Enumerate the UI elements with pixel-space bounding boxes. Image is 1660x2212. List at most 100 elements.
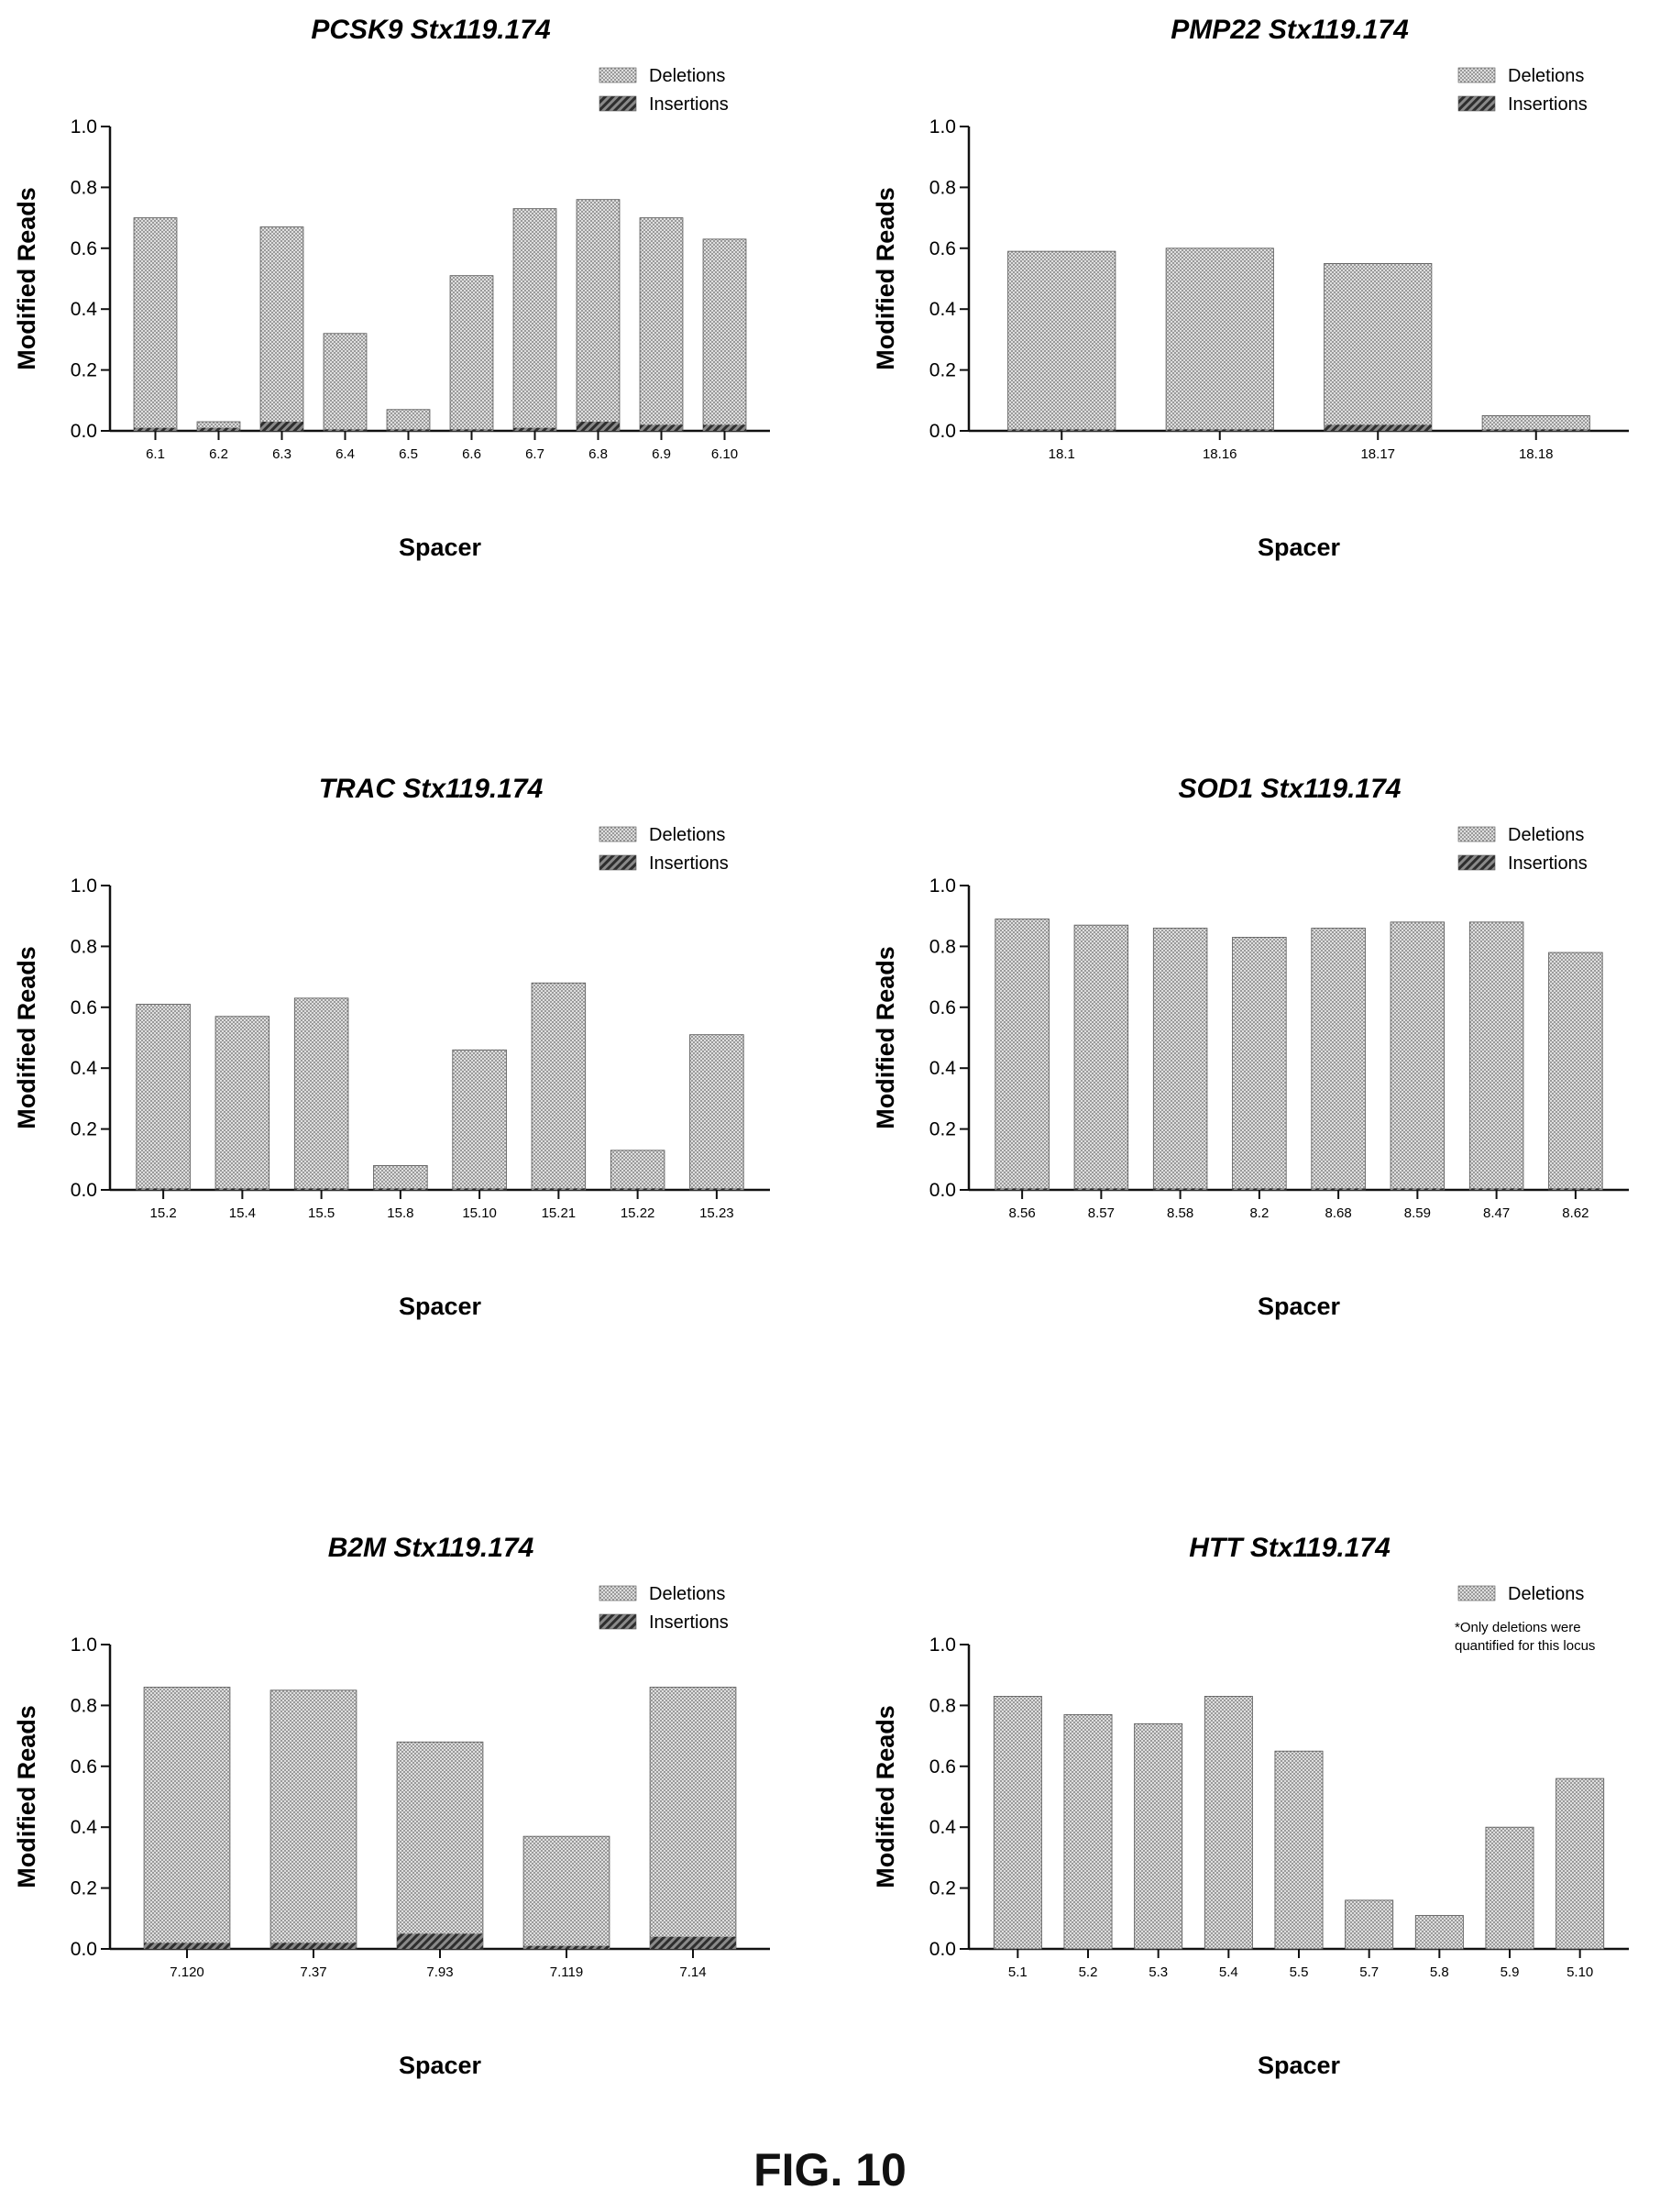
bar-insertions-8-47 <box>1469 1188 1523 1190</box>
y-tick-label: 0.6 <box>929 238 956 259</box>
x-tick-label: 5.3 <box>1149 1964 1168 1980</box>
x-tick-label: 15.23 <box>699 1205 734 1221</box>
figure-caption: FIG. 10 <box>753 2144 907 2195</box>
legend-label-deletions: Deletions <box>1508 1584 1584 1604</box>
y-tick-label: 0.0 <box>929 421 956 442</box>
legend-label-deletions: Deletions <box>649 66 725 86</box>
y-tick-label: 0.4 <box>71 1058 98 1079</box>
bar-deletions-15-5 <box>293 997 349 1191</box>
bar-deletions-8-59 <box>1390 921 1446 1191</box>
y-tick-label: 0.8 <box>71 936 97 957</box>
bar-deletions-8-2 <box>1232 937 1287 1191</box>
bar-deletions-15-21 <box>531 982 587 1191</box>
bar-insertions-15-5 <box>294 1188 348 1190</box>
bar-insertions-18-18 <box>1482 429 1590 431</box>
y-tick-label: 0.4 <box>929 1817 957 1838</box>
bar-deletions-5-1 <box>993 1696 1042 1950</box>
bar-insertions-18-1 <box>1007 429 1116 431</box>
x-tick-label: 6.6 <box>462 446 481 462</box>
y-tick-label: 0.2 <box>71 1119 97 1140</box>
x-tick-label: 5.9 <box>1501 1964 1520 1980</box>
bar-insertions-6-8 <box>577 422 620 431</box>
x-tick-label: 6.8 <box>588 446 608 462</box>
x-tick-label: 8.2 <box>1249 1205 1269 1221</box>
chart-panel-4: SOD1 Stx119.174 Deletions Insertions 0.0 0.2… <box>872 774 1629 1320</box>
x-tick-label: 6.1 <box>146 446 165 462</box>
y-tick-label: 0.0 <box>71 421 97 442</box>
bar-insertions-15-21 <box>532 1188 586 1190</box>
bar-deletions-5-3 <box>1134 1722 1183 1950</box>
bar-deletions-6-1 <box>133 217 178 432</box>
bar-insertions-6-10 <box>703 424 746 431</box>
bar-insertions-6-1 <box>134 427 177 431</box>
x-tick-label: 6.9 <box>652 446 671 462</box>
chart-title: HTT Stx119.174 <box>1189 1533 1391 1563</box>
y-tick-label: 0.6 <box>71 997 97 1018</box>
x-tick-label: 18.1 <box>1049 446 1075 462</box>
bar-insertions-6-4 <box>324 429 367 431</box>
y-tick-label: 0.2 <box>71 360 97 381</box>
x-tick-label: 15.2 <box>150 1205 177 1221</box>
bar-deletions-6-6 <box>449 275 494 432</box>
bar-deletions-5-5 <box>1274 1750 1324 1950</box>
y-tick-label: 0.6 <box>71 238 97 259</box>
bar-insertions-18-16 <box>1166 429 1274 431</box>
bar-deletions-18-17 <box>1324 262 1433 432</box>
x-tick-label: 5.8 <box>1430 1964 1449 1980</box>
x-tick-label: 8.57 <box>1088 1205 1115 1221</box>
bar-deletions-6-8 <box>576 199 621 432</box>
bar-deletions-6-4 <box>323 333 368 432</box>
y-tick-label: 0.2 <box>71 1878 97 1899</box>
bar-deletions-6-9 <box>639 217 684 432</box>
chart-panel-5: B2M Stx119.174 Deletions Insertions 0.0 0.2 0… <box>13 1533 770 2079</box>
bar-insertions-8-2 <box>1232 1188 1287 1190</box>
x-tick-label: 15.10 <box>462 1205 497 1221</box>
bar-insertions-15-10 <box>452 1188 507 1190</box>
y-tick-label: 0.0 <box>71 1180 97 1201</box>
bar-insertions-6-6 <box>450 429 493 431</box>
x-tick-label: 7.119 <box>550 1964 583 1980</box>
bar-deletions-5-8 <box>1414 1915 1464 1950</box>
bar-insertions-8-59 <box>1391 1188 1445 1190</box>
y-axis-title: Modified Reads <box>13 946 40 1129</box>
bar-insertions-8-62 <box>1548 1188 1603 1190</box>
bar-insertions-8-68 <box>1311 1188 1366 1190</box>
legend-swatch-insertions <box>599 854 637 871</box>
bar-insertions-6-3 <box>260 422 303 431</box>
y-tick-label: 0.8 <box>929 936 956 957</box>
bar-deletions-8-56 <box>995 919 1050 1191</box>
legend-label-deletions: Deletions <box>649 825 725 845</box>
bar-deletions-15-10 <box>452 1049 507 1191</box>
bar-insertions-7-37 <box>270 1942 357 1949</box>
y-axis-title: Modified Reads <box>13 187 40 370</box>
y-tick-label: 1.0 <box>929 116 956 138</box>
y-axis-title: Modified Reads <box>872 187 899 370</box>
x-tick-label: 7.37 <box>300 1964 326 1980</box>
bar-deletions-5-7 <box>1345 1899 1394 1950</box>
chart-panel-3: TRAC Stx119.174 Deletions Insertions 0.0 0.2… <box>13 774 770 1320</box>
bar-deletions-15-2 <box>136 1004 191 1191</box>
bar-deletions-15-23 <box>689 1034 744 1191</box>
legend-swatch-deletions <box>1457 67 1496 83</box>
x-tick-label: 15.22 <box>621 1205 655 1221</box>
bar-insertions-8-58 <box>1153 1188 1207 1190</box>
bar-insertions-7-119 <box>523 1945 610 1949</box>
y-tick-label: 0.8 <box>71 1695 97 1716</box>
legend-label-deletions: Deletions <box>1508 825 1584 845</box>
bar-deletions-5-4 <box>1204 1696 1253 1950</box>
y-tick-label: 0.0 <box>929 1939 956 1960</box>
x-axis-title: Spacer <box>1258 2052 1341 2079</box>
bar-deletions-18-18 <box>1481 414 1590 432</box>
x-tick-label: 15.8 <box>387 1205 413 1221</box>
x-tick-label: 7.120 <box>170 1964 204 1980</box>
bar-deletions-15-8 <box>373 1165 428 1191</box>
y-tick-label: 1.0 <box>929 1634 956 1656</box>
x-tick-label: 5.2 <box>1079 1964 1098 1980</box>
x-tick-label: 18.17 <box>1360 446 1395 462</box>
x-tick-label: 6.2 <box>209 446 228 462</box>
y-tick-label: 0.2 <box>929 1119 956 1140</box>
x-tick-label: 8.62 <box>1562 1205 1589 1221</box>
bar-deletions-15-4 <box>214 1016 270 1191</box>
legend-label-deletions: Deletions <box>1508 66 1584 86</box>
